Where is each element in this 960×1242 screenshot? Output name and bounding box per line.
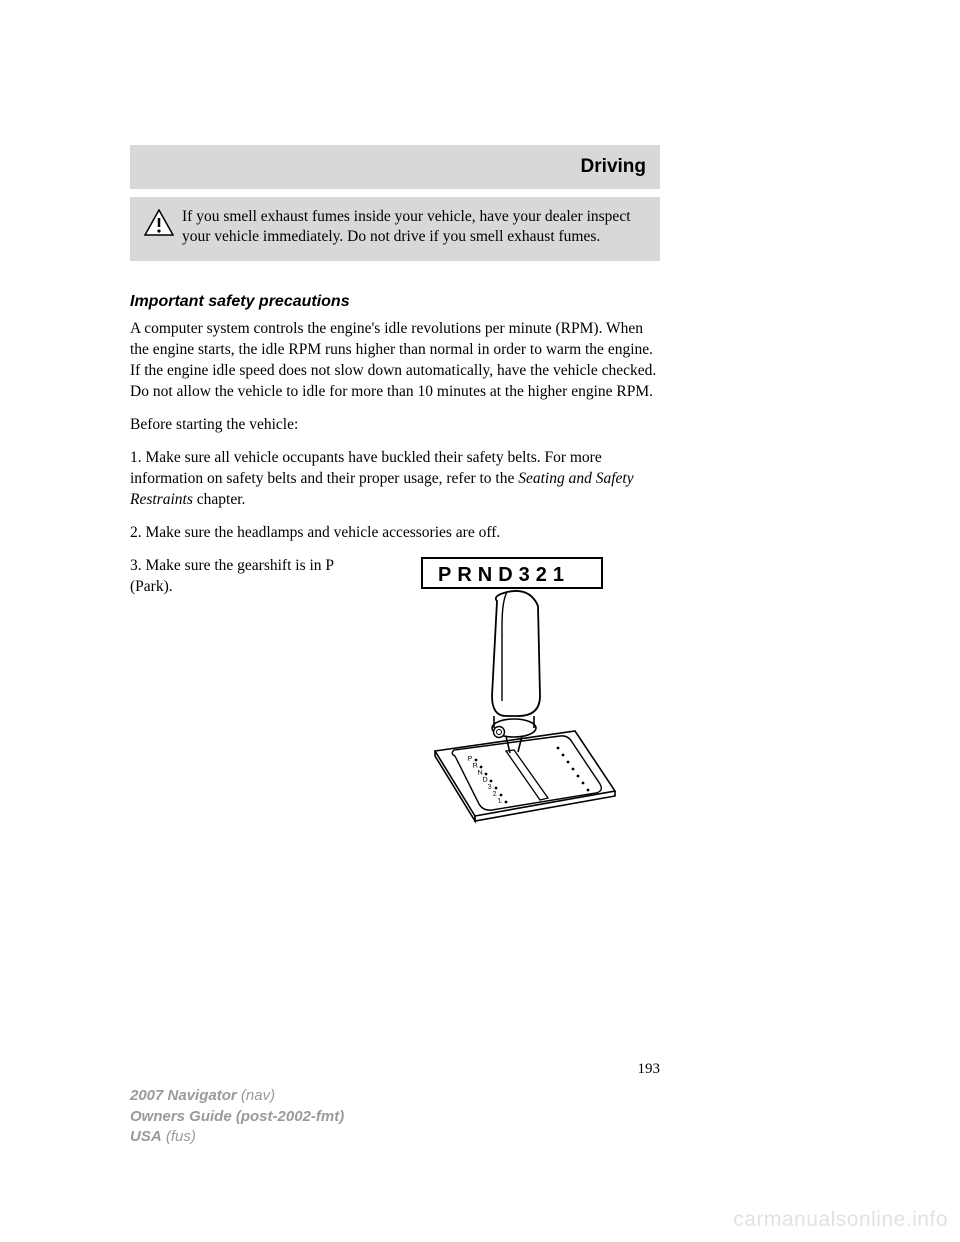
footer-region: USA bbox=[130, 1128, 162, 1145]
footer-line-3: USA (fus) bbox=[130, 1127, 344, 1147]
paragraph-intro: A computer system controls the engine's … bbox=[130, 319, 660, 403]
watermark-text: carmanualsonline.info bbox=[733, 1208, 948, 1232]
footer-line-2: Owners Guide (post-2002-fmt) bbox=[130, 1107, 344, 1127]
step-3-text: 3. Make sure the gearshift is in P (Park… bbox=[130, 556, 370, 598]
footer-guide: Owners Guide (post-2002-fmt) bbox=[130, 1108, 344, 1125]
footer-model: 2007 Navigator bbox=[130, 1087, 237, 1104]
step-1-text-b: chapter. bbox=[193, 491, 246, 508]
svg-text:R: R bbox=[472, 762, 478, 770]
footer-region-code: (fus) bbox=[162, 1128, 196, 1145]
warning-callout: If you smell exhaust fumes inside your v… bbox=[130, 197, 660, 261]
gearshift-illustration: PRND321 bbox=[410, 556, 620, 831]
warning-triangle-icon bbox=[144, 209, 174, 241]
footer-line-1: 2007 Navigator (nav) bbox=[130, 1086, 344, 1106]
step-2: 2. Make sure the headlamps and vehicle a… bbox=[130, 523, 660, 544]
page-number: 193 bbox=[130, 1061, 660, 1078]
warning-text: If you smell exhaust fumes inside your v… bbox=[182, 207, 646, 247]
page-content: Driving If you smell exhaust fumes insid… bbox=[130, 145, 660, 1078]
section-title: Driving bbox=[581, 156, 646, 177]
step-1: 1. Make sure all vehicle occupants have … bbox=[130, 448, 660, 511]
paragraph-before-starting: Before starting the vehicle: bbox=[130, 415, 660, 436]
footer-block: 2007 Navigator (nav) Owners Guide (post-… bbox=[130, 1086, 344, 1147]
svg-text:N: N bbox=[477, 769, 483, 777]
step-3-row: 3. Make sure the gearshift is in P (Park… bbox=[130, 556, 660, 831]
svg-text:PRND321: PRND321 bbox=[438, 564, 570, 586]
section-header-band: Driving bbox=[130, 145, 660, 189]
subsection-heading: Important safety precautions bbox=[130, 293, 660, 311]
footer-model-code: (nav) bbox=[237, 1087, 275, 1104]
svg-text:D: D bbox=[482, 776, 488, 784]
